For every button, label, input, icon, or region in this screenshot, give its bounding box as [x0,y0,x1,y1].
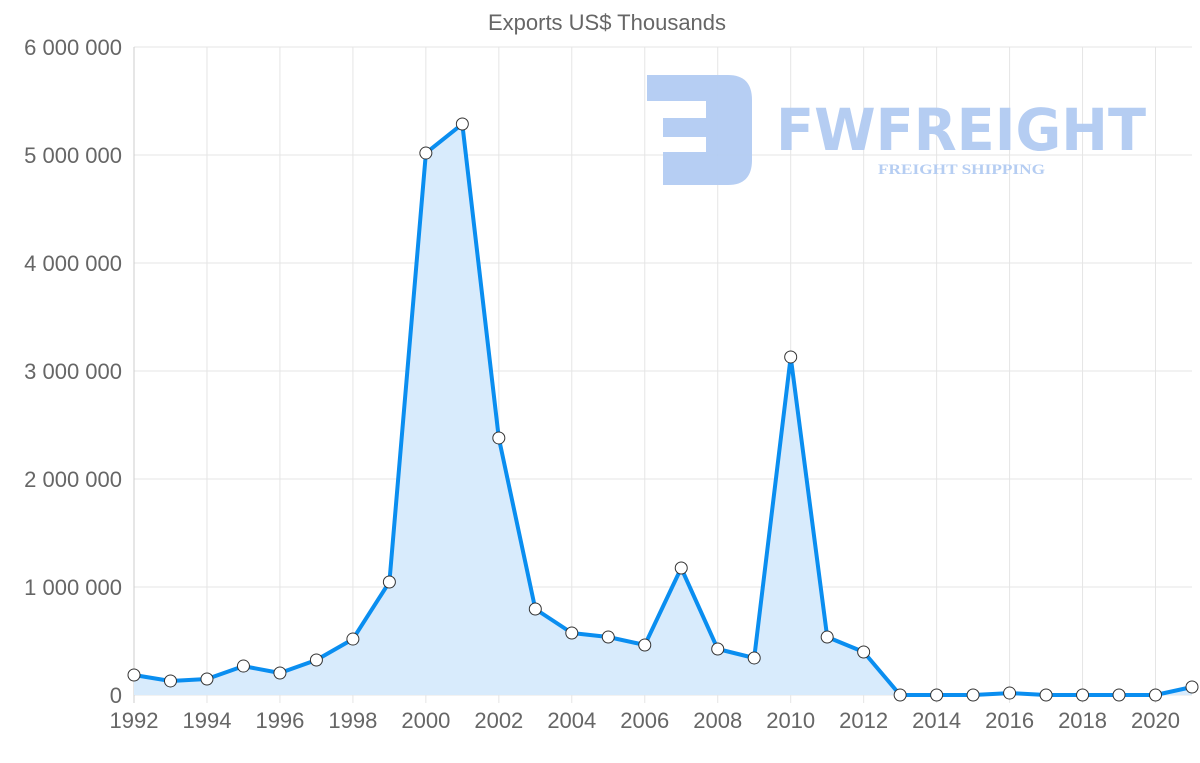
y-tick-label: 0 [110,683,122,708]
data-point [163,674,177,688]
data-point [1039,688,1053,702]
data-point [638,638,652,652]
y-tick-label: 6 000 000 [24,35,122,60]
data-point [930,688,944,702]
x-tick-label: 1992 [110,708,159,733]
data-point [273,666,287,680]
x-tick-label: 2006 [620,708,669,733]
data-point [1149,688,1163,702]
data-point [528,602,542,616]
x-tick-label: 2008 [693,708,742,733]
series-area-fill [134,124,1192,695]
x-tick-label: 2002 [474,708,523,733]
data-point [419,146,433,160]
x-tick-label: 2014 [912,708,961,733]
data-point [565,626,579,640]
y-tick-label: 4 000 000 [24,251,122,276]
data-point [382,575,396,589]
y-tick-label: 1 000 000 [24,575,122,600]
data-point [820,630,834,644]
x-tick-label: 1994 [182,708,231,733]
chart-title: Exports US$ Thousands [488,10,726,35]
x-tick-label: 2004 [547,708,596,733]
x-tick-label: 2010 [766,708,815,733]
data-point [674,561,688,575]
x-tick-label: 2016 [985,708,1034,733]
x-tick-label: 2012 [839,708,888,733]
svg-text:FREIGHT SHIPPING: FREIGHT SHIPPING [878,162,1045,178]
data-point [1185,680,1199,694]
data-point [1003,686,1017,700]
data-point [236,659,250,673]
data-point [1112,688,1126,702]
svg-text:FWFREIGHT: FWFREIGHT [776,96,1146,164]
y-tick-label: 3 000 000 [24,359,122,384]
data-point [747,651,761,665]
x-tick-label: 1996 [255,708,304,733]
data-point [893,688,907,702]
y-tick-label: 5 000 000 [24,143,122,168]
data-point [127,668,141,682]
data-point [601,630,615,644]
data-point [346,632,360,646]
x-tick-label: 2018 [1058,708,1107,733]
data-point [1076,688,1090,702]
data-point [966,688,980,702]
x-tick-label: 1998 [328,708,377,733]
data-point [492,431,506,445]
x-tick-label: 2000 [401,708,450,733]
data-point [309,653,323,667]
series-line [133,122,1193,697]
x-axis-ticks: 1992 1994 1996 1998 2000 2002 2004 2006 2008 2010… [110,708,1180,733]
y-axis-ticks: 0 1 000 000 2 000 000 3 000 000 4 000 000 5 0… [24,35,122,708]
data-point [784,350,798,364]
data-point [455,117,469,131]
y-tick-label: 2 000 000 [24,467,122,492]
watermark-logo: FWFREIGHT FREIGHT SHIPPING [647,75,1146,185]
data-point [200,672,214,686]
data-point [711,642,725,656]
data-points [127,117,1199,702]
data-point [857,645,871,659]
x-tick-label: 2020 [1131,708,1180,733]
